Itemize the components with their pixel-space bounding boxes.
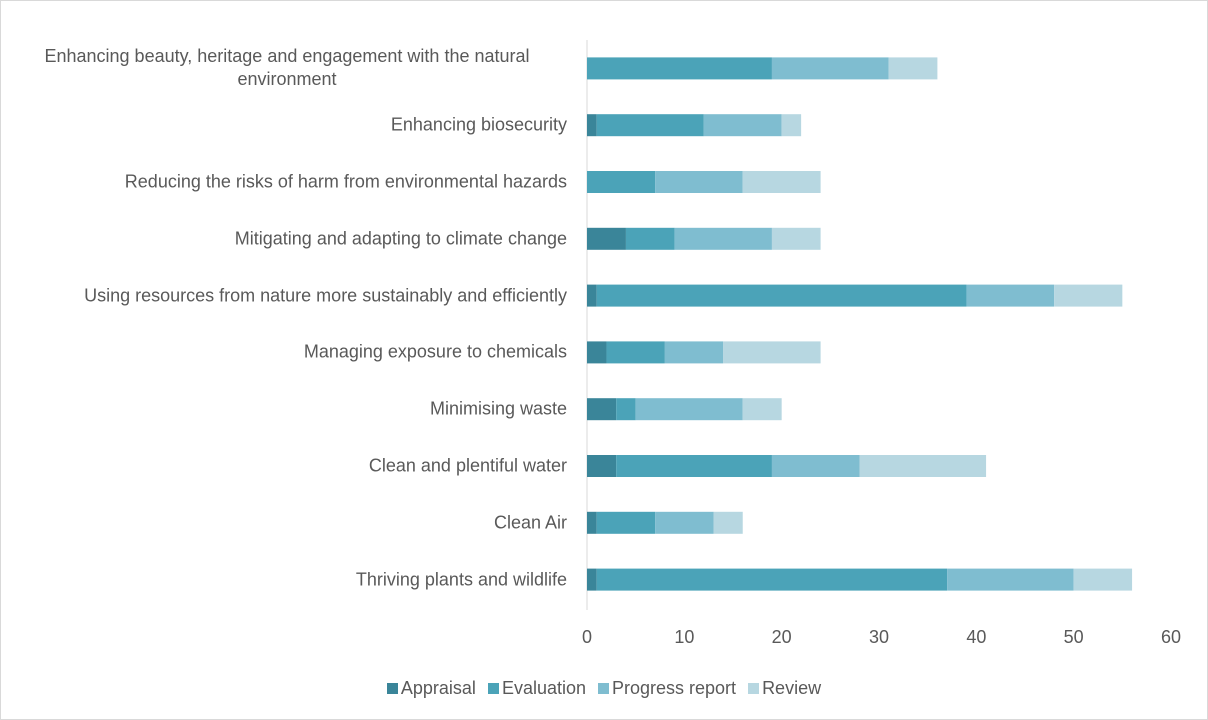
category-label: Clean Air [7,511,567,534]
bar-segment [771,57,889,80]
legend-label: Appraisal [400,678,476,698]
bar-segment [742,398,782,421]
bar-segment [587,455,617,477]
bar-segment [771,455,860,477]
category-label: Clean and plentiful water [7,455,567,478]
bar-segment [771,227,821,250]
bar-segment [655,511,714,534]
category-label: Enhancing beauty, heritage and engagemen… [7,45,567,91]
category-label: Thriving plants and wildlife [7,568,567,591]
bar-segment [1073,568,1133,591]
category-label-text: Mitigating and adapting to climate chang… [234,228,567,249]
legend-item: Appraisal [386,678,476,699]
bar-segment [947,568,1074,591]
bar-segment [635,398,743,421]
bar-segment [606,341,665,364]
category-label: Enhancing biosecurity [7,114,567,137]
bar-segment [587,284,597,307]
x-tick-label: 40 [966,627,986,647]
category-label-text: Using resources from nature more sustain… [84,285,567,306]
legend-swatch [487,683,499,694]
category-label: Minimising waste [7,398,567,421]
legend-swatch [598,683,609,694]
legend-swatch [386,683,398,694]
category-label-text: Reducing the risks of harm from environm… [124,171,567,192]
bar-segment [703,114,782,137]
legend: Appraisal Evaluation Progress report Review [0,678,1208,699]
bar-segment [625,227,675,250]
legend-item: Review [748,678,821,699]
bar-segment [587,398,617,421]
x-tick-label: 20 [772,627,792,647]
bar-segment [587,171,656,193]
bar-segment [596,511,656,534]
category-label: Managing exposure to chemicals [7,341,567,364]
bar-segment [587,57,772,80]
legend-label: Review [762,678,822,698]
bar-segment [713,511,743,534]
category-label: Mitigating and adapting to climate chang… [7,227,567,250]
bar-segment [596,284,967,307]
legend-label: Progress report [612,678,737,698]
bar-segment [587,341,607,364]
bar-segment [616,455,772,477]
bar-segment [781,114,802,137]
bar-segment [742,171,821,193]
legend-item: Evaluation [487,678,586,699]
category-label-text: Clean Air [493,512,567,533]
bar-segment [674,227,772,250]
bar-segment [655,171,743,193]
bar-segment [664,341,724,364]
x-tick-label: 60 [1161,627,1181,647]
legend-item: Progress report [598,678,736,699]
bar-segment [1054,284,1123,307]
bar-segment [859,455,987,477]
bar-segment [587,511,597,534]
legend-label: Evaluation [501,678,586,698]
x-tick-label: 0 [582,627,592,647]
category-label-text: Enhancing biosecurity [390,114,567,135]
bar-segment [587,114,597,137]
category-label-text: Clean and plentiful water [368,455,567,476]
category-label: Reducing the risks of harm from environm… [7,171,567,194]
bar-segment [888,57,938,80]
bar-segment [596,568,948,591]
bar-segment [966,284,1055,307]
category-label-text: Thriving plants and wildlife [355,569,567,590]
bar-segment [723,341,821,364]
category-label-text: Managing exposure to chemicals [303,341,567,362]
x-tick-label: 50 [1064,627,1084,647]
bar-segment [587,568,597,591]
x-tick-label: 30 [869,627,889,647]
legend-swatch [748,683,760,694]
bar-segment [587,227,626,250]
category-label-text: Minimising waste [429,398,567,419]
bar-segment [596,114,704,137]
bar-segment [616,398,636,421]
category-label: Using resources from nature more sustain… [7,284,567,307]
category-label-text: Enhancing beauty, heritage and engagemen… [44,46,530,90]
x-tick-label: 10 [674,627,694,647]
